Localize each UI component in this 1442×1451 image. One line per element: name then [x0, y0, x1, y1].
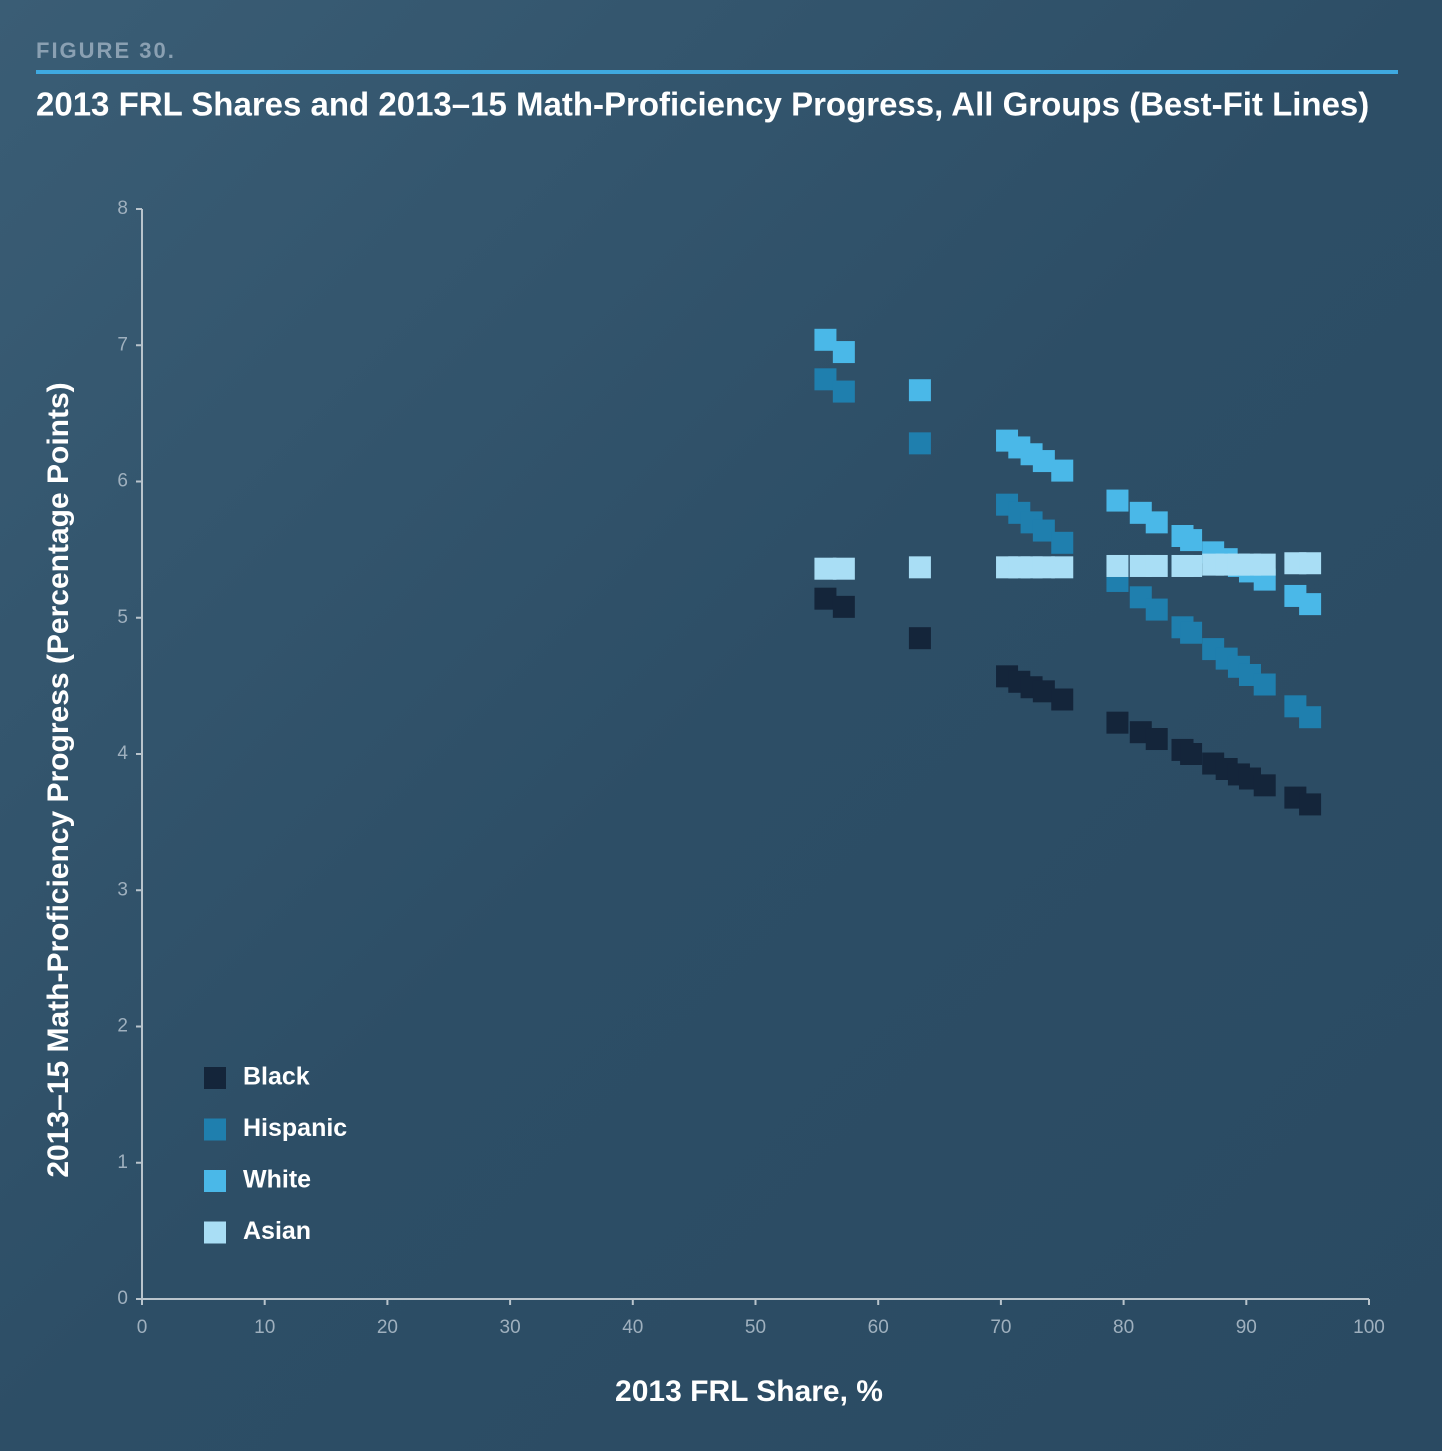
y-tick-label: 6	[117, 471, 128, 492]
point	[1145, 511, 1168, 534]
x-axis-title: 2013 FRL Share, %	[615, 1375, 883, 1408]
point	[1180, 743, 1203, 765]
figure-label: FIGURE 30.	[36, 38, 176, 63]
point	[832, 595, 855, 618]
point	[1180, 621, 1203, 644]
point	[1051, 531, 1074, 554]
point	[1253, 553, 1276, 576]
point	[832, 557, 855, 580]
point	[814, 328, 837, 351]
point	[832, 341, 855, 364]
x-tick-label: 70	[990, 1317, 1011, 1338]
legend-swatch	[204, 1170, 226, 1192]
point	[1145, 598, 1168, 621]
x-tick-label: 20	[377, 1317, 398, 1338]
point	[1106, 711, 1129, 734]
point	[1106, 554, 1129, 577]
y-tick-label: 7	[117, 334, 128, 355]
point	[1299, 706, 1322, 729]
point	[908, 432, 931, 455]
point	[1253, 673, 1276, 696]
point	[1145, 554, 1168, 577]
point	[908, 627, 931, 650]
x-tick-label: 50	[745, 1317, 766, 1338]
y-tick-label: 5	[117, 607, 128, 628]
x-tick-label: 100	[1353, 1317, 1385, 1338]
point	[814, 368, 837, 391]
point	[1032, 519, 1055, 542]
x-tick-label: 90	[1236, 1317, 1257, 1338]
x-tick-label: 10	[254, 1317, 275, 1338]
point	[1032, 680, 1055, 703]
legend-label: White	[243, 1166, 311, 1194]
x-tick-label: 40	[622, 1317, 643, 1338]
rule	[36, 70, 1398, 74]
y-axis-title: 2013–15 Math-Proficiency Progress (Perce…	[42, 382, 75, 1177]
point	[1051, 688, 1074, 711]
point	[1299, 793, 1322, 816]
point	[1032, 556, 1055, 579]
point	[1106, 489, 1129, 512]
point	[1145, 728, 1168, 751]
x-tick-label: 30	[500, 1317, 521, 1338]
y-tick-label: 8	[117, 198, 128, 219]
x-tick-label: 80	[1113, 1317, 1134, 1338]
chart-title: 2013 FRL Shares and 2013–15 Math-Profici…	[36, 86, 1369, 123]
legend-swatch	[204, 1118, 226, 1141]
y-tick-label: 1	[117, 1152, 128, 1173]
y-tick-label: 4	[117, 743, 128, 764]
point	[1299, 552, 1322, 575]
point	[1032, 450, 1055, 473]
x-tick-label: 60	[868, 1317, 889, 1338]
point	[1253, 774, 1276, 797]
x-tick-label: 0	[137, 1317, 148, 1338]
y-tick-label: 3	[117, 879, 128, 900]
point	[814, 587, 837, 610]
legend-swatch	[204, 1067, 226, 1089]
point	[1051, 459, 1074, 482]
point	[908, 379, 931, 402]
point	[908, 556, 931, 579]
legend-label: Asian	[243, 1217, 311, 1245]
legend-label: Black	[243, 1063, 310, 1091]
point	[814, 557, 837, 580]
point	[1180, 554, 1203, 577]
legend-swatch	[204, 1221, 226, 1244]
point	[1051, 556, 1074, 579]
legend-label: Hispanic	[243, 1114, 347, 1142]
y-tick-label: 2	[117, 1016, 128, 1037]
point	[1299, 593, 1322, 616]
point	[1180, 529, 1203, 552]
point	[832, 380, 855, 403]
y-tick-label: 0	[117, 1288, 128, 1309]
